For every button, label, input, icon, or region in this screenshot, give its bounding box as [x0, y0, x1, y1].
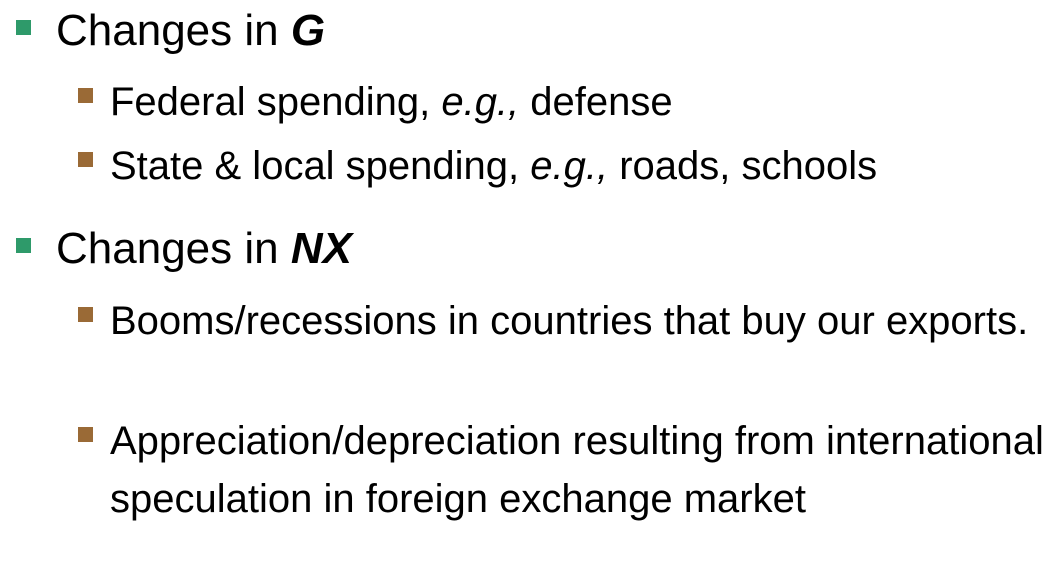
bullet-item-emphasis: G	[290, 6, 326, 55]
sub-bullet-state-local-spending: State & local spending, e.g., roads, sch…	[78, 137, 1045, 195]
sub-bullet-italic: e.g.,	[530, 144, 609, 188]
sub-bullet-text: Federal spending,	[110, 80, 442, 124]
square-bullet-icon	[16, 238, 31, 253]
sub-bullet-text: roads, schools	[608, 144, 878, 188]
bullet-item-prefix: Changes in	[56, 224, 291, 273]
square-bullet-icon	[78, 427, 93, 442]
sub-bullet-text: State & local spending,	[110, 144, 531, 188]
square-bullet-icon	[16, 20, 31, 35]
sub-bullet-text: Appreciation/depreciation resulting from…	[110, 419, 1044, 521]
square-bullet-icon	[78, 307, 93, 322]
sub-bullet-text: defense	[519, 80, 673, 124]
sub-bullet-italic: e.g.,	[441, 80, 520, 124]
bullet-item-changes-in-nx: Changes in NX	[16, 224, 352, 274]
bullet-item-emphasis: NX	[290, 224, 352, 273]
sub-bullet-text: Booms/recessions in countries that buy o…	[110, 299, 1029, 343]
bullet-item-changes-in-g: Changes in G	[16, 6, 326, 56]
bullet-item-prefix: Changes in	[56, 6, 291, 55]
square-bullet-icon	[78, 152, 93, 167]
square-bullet-icon	[78, 88, 93, 103]
sub-bullet-federal-spending: Federal spending, e.g., defense	[78, 73, 1045, 131]
sub-bullet-booms-recessions: Booms/recessions in countries that buy o…	[78, 292, 1045, 350]
sub-bullet-appreciation-depreciation: Appreciation/depreciation resulting from…	[78, 412, 1045, 528]
